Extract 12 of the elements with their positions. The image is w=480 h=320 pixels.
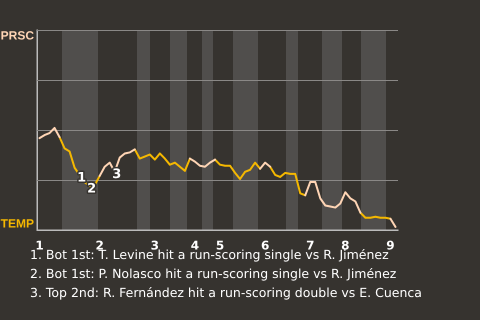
- text: PRSC: [0, 28, 34, 42]
- x-tick-label: 9: [386, 238, 395, 252]
- text: 3. Top 2nd: R. Fernández hit a run-scoring double vs E. Cuenca: [30, 284, 422, 302]
- x-tick-label: 6: [260, 238, 270, 252]
- annotation: 3: [112, 167, 122, 182]
- text: 2. Bot 1st: P. Nolasco hit a run-scoring single vs R. Jiménez: [30, 265, 398, 283]
- x-tick-label: 5: [216, 238, 224, 252]
- x-tick-label: 3: [150, 238, 160, 252]
- text: TEMP: [0, 216, 34, 230]
- x-tick-label: 1: [35, 238, 44, 252]
- x-tick-label: 7: [306, 238, 314, 252]
- x-tick-label: 4: [190, 238, 200, 252]
